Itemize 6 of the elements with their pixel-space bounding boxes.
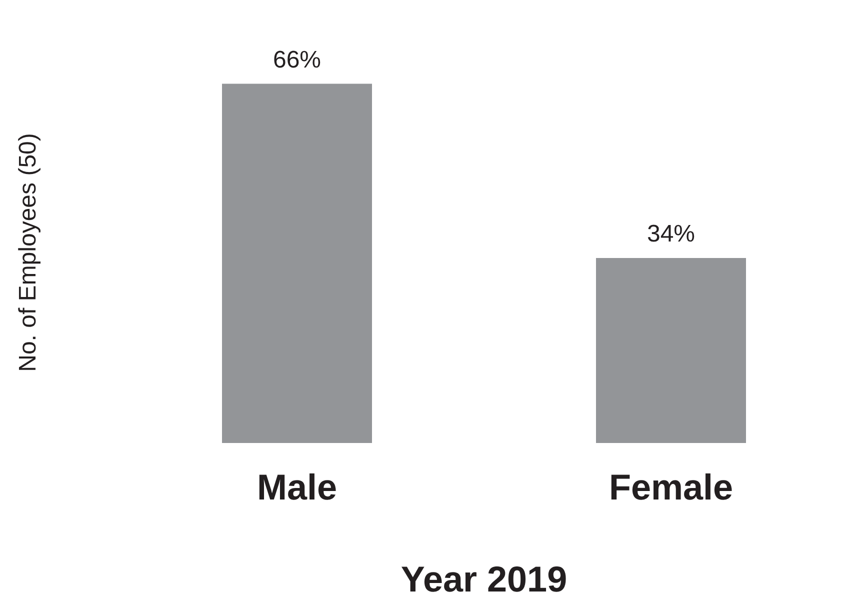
x-tick-label: Male <box>256 466 338 508</box>
data-label: 66% <box>272 46 322 74</box>
x-axis-title: Year 2019 <box>400 558 568 600</box>
data-label: 34% <box>646 220 696 248</box>
x-tick-label: Female <box>608 466 734 508</box>
y-axis-title: No. of Employees (50) <box>14 133 42 372</box>
